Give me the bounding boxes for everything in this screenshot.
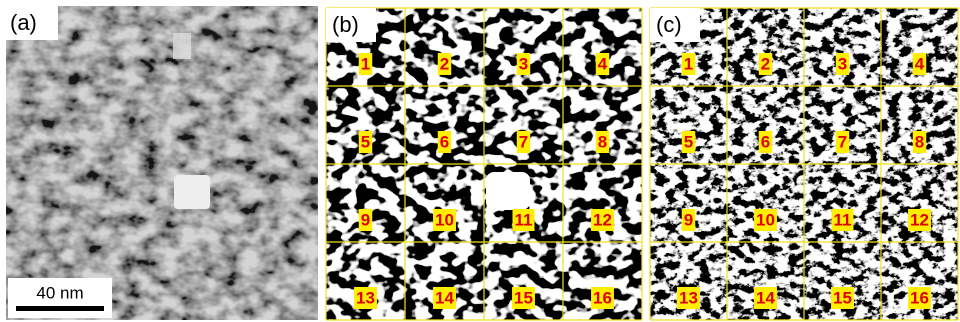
panel-label: (a) xyxy=(10,10,37,35)
scale-bar-label: 40 nm xyxy=(36,283,83,302)
micrograph-shade xyxy=(6,6,318,320)
cell-number: 1 xyxy=(684,55,693,74)
cell-number: 12 xyxy=(593,211,612,230)
cell-number: 12 xyxy=(910,211,929,230)
panel-label: (b) xyxy=(332,12,359,37)
cell-number: 14 xyxy=(435,289,454,308)
cell-number: 11 xyxy=(515,211,533,230)
cell-number: 1 xyxy=(361,55,370,74)
cell-number: 14 xyxy=(756,289,775,308)
cell-number: 16 xyxy=(593,289,612,308)
cell-number: 15 xyxy=(833,289,852,308)
cell-number: 5 xyxy=(684,133,693,152)
cell-number: 10 xyxy=(435,211,454,230)
cell-number: 13 xyxy=(679,289,698,308)
cell-number: 10 xyxy=(756,211,775,230)
cell-number: 2 xyxy=(761,55,770,74)
cell-number: 8 xyxy=(598,133,607,152)
figure: (a) 40 nm (b)12345678910111213141516(c)1… xyxy=(0,0,960,322)
panel-label: (c) xyxy=(656,12,682,37)
cell-number: 8 xyxy=(915,133,924,152)
cell-number: 4 xyxy=(915,55,925,74)
cell-number: 6 xyxy=(440,133,449,152)
cell-number: 15 xyxy=(514,289,533,308)
precipitate xyxy=(173,33,191,59)
cell-number: 7 xyxy=(519,133,528,152)
cell-number: 9 xyxy=(684,211,693,230)
cell-number: 2 xyxy=(440,55,449,74)
cell-number: 11 xyxy=(834,211,852,230)
cell-number: 16 xyxy=(910,289,929,308)
cell-number: 7 xyxy=(838,133,847,152)
page: (a) 40 nm (b)12345678910111213141516(c)1… xyxy=(0,0,960,322)
cell-number: 13 xyxy=(356,289,375,308)
cell-number: 9 xyxy=(361,211,370,230)
scale-bar xyxy=(16,306,104,311)
precipitate xyxy=(486,172,530,210)
cell-number: 3 xyxy=(838,55,847,74)
cell-number: 4 xyxy=(598,55,608,74)
cell-number: 6 xyxy=(761,133,770,152)
cell-number: 3 xyxy=(519,55,528,74)
cell-number: 5 xyxy=(361,133,370,152)
precipitate xyxy=(174,175,210,209)
